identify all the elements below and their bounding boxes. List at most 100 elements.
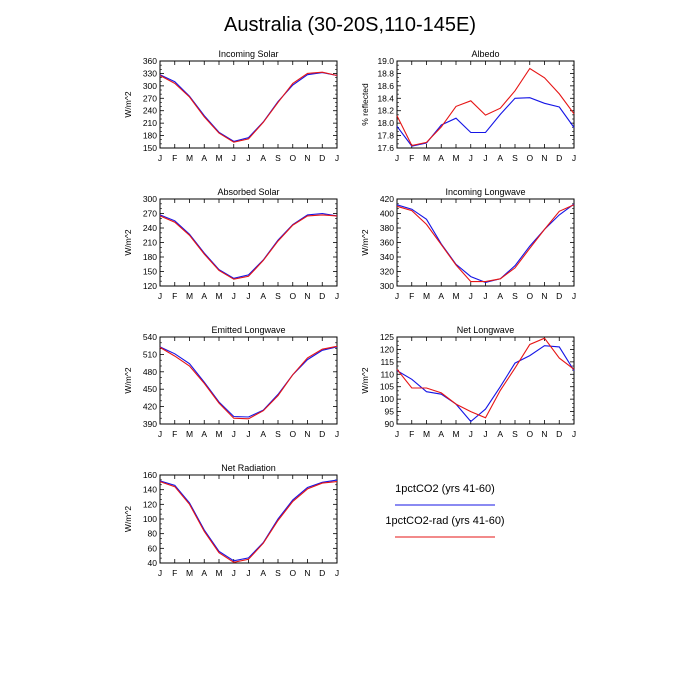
y-axis-label: W/m^2 <box>123 229 133 255</box>
x-tick-label: O <box>289 568 296 578</box>
series-line-1pctco2-yrs-41-60 <box>396 97 575 147</box>
y-tick-label: 19.0 <box>377 56 394 66</box>
x-tick-label: J <box>158 153 162 163</box>
x-tick-label: S <box>512 153 518 163</box>
series-line-1pctco2-yrs-41-60 <box>396 203 575 283</box>
x-tick-label: A <box>201 153 207 163</box>
y-tick-label: 120 <box>143 499 157 509</box>
x-tick-label: M <box>186 153 193 163</box>
series-line-1pctco2-yrs-41-60 <box>159 346 338 418</box>
series-line-1pctco2-rad-yrs-41-60 <box>159 345 338 420</box>
x-tick-label: M <box>452 291 459 301</box>
x-tick-label: A <box>260 429 266 439</box>
y-tick-label: 180 <box>143 131 157 141</box>
y-axis-label: % reflected <box>360 83 370 126</box>
plot-frame <box>396 336 575 425</box>
x-tick-label: D <box>319 429 325 439</box>
y-tick-label: 100 <box>143 514 157 524</box>
y-tick-label: 60 <box>148 543 158 553</box>
panel-title-net-longwave: Net Longwave <box>457 325 515 335</box>
x-tick-label: J <box>572 153 576 163</box>
y-tick-label: 100 <box>380 394 394 404</box>
y-tick-label: 480 <box>143 367 157 377</box>
y-tick-label: 360 <box>143 56 157 66</box>
y-tick-label: 540 <box>143 332 157 342</box>
x-tick-label: J <box>158 291 162 301</box>
figure-title: Australia (30-20S,110-145E) <box>224 14 476 36</box>
x-tick-label: A <box>260 568 266 578</box>
series-line-1pctco2-yrs-41-60 <box>159 212 338 279</box>
y-tick-label: 80 <box>148 529 158 539</box>
x-tick-label: D <box>556 429 562 439</box>
y-axis-label: W/m^2 <box>123 506 133 532</box>
panel-title-incoming-solar: Incoming Solar <box>218 49 278 59</box>
x-tick-label: N <box>541 429 547 439</box>
x-tick-label: N <box>304 153 310 163</box>
series-line-1pctco2-rad-yrs-41-60 <box>159 71 338 143</box>
x-tick-label: N <box>541 153 547 163</box>
series-line-1pctco2-rad-yrs-41-60 <box>159 481 338 563</box>
x-tick-label: J <box>335 291 339 301</box>
y-tick-label: 240 <box>143 106 157 116</box>
x-tick-label: J <box>395 429 399 439</box>
y-tick-label: 110 <box>380 369 394 379</box>
x-tick-label: S <box>512 291 518 301</box>
y-tick-label: 330 <box>143 68 157 78</box>
panel-title-emitted-longwave: Emitted Longwave <box>211 325 285 335</box>
x-tick-label: N <box>304 291 310 301</box>
y-tick-label: 140 <box>143 485 157 495</box>
x-tick-label: J <box>572 429 576 439</box>
x-tick-label: J <box>483 429 487 439</box>
x-tick-label: A <box>201 429 207 439</box>
x-tick-label: J <box>246 153 250 163</box>
y-axis-label: W/m^2 <box>123 91 133 117</box>
x-tick-label: J <box>335 429 339 439</box>
x-tick-label: J <box>483 153 487 163</box>
y-tick-label: 270 <box>143 209 157 219</box>
y-tick-label: 300 <box>143 81 157 91</box>
y-tick-label: 105 <box>380 382 394 392</box>
y-tick-label: 95 <box>385 407 395 417</box>
y-tick-label: 420 <box>143 402 157 412</box>
series-line-1pctco2-rad-yrs-41-60 <box>159 214 338 280</box>
y-tick-label: 18.0 <box>377 118 394 128</box>
x-tick-label: A <box>497 153 503 163</box>
y-tick-label: 150 <box>143 267 157 277</box>
x-tick-label: D <box>319 291 325 301</box>
y-tick-label: 300 <box>380 281 394 291</box>
x-tick-label: M <box>452 429 459 439</box>
x-tick-label: D <box>319 153 325 163</box>
y-tick-label: 90 <box>385 419 395 429</box>
x-tick-label: J <box>246 291 250 301</box>
x-tick-label: M <box>215 153 222 163</box>
series-line-1pctco2-rad-yrs-41-60 <box>396 67 575 147</box>
x-tick-label: J <box>232 568 236 578</box>
legend: 1pctCO2 (yrs 41-60) 1pctCO2-rad (yrs 41-… <box>385 483 505 538</box>
y-tick-label: 18.2 <box>377 106 394 116</box>
y-tick-label: 340 <box>380 252 394 262</box>
series-line-1pctco2-rad-yrs-41-60 <box>396 337 575 419</box>
x-tick-label: N <box>304 429 310 439</box>
panel-title-net-radiation: Net Radiation <box>221 463 276 473</box>
plot-frame <box>159 336 338 425</box>
y-tick-label: 18.8 <box>377 68 394 78</box>
x-tick-label: A <box>201 291 207 301</box>
plot-frame <box>396 198 575 287</box>
legend-label-1pctco2: 1pctCO2 (yrs 41-60) <box>395 483 495 495</box>
x-tick-label: N <box>304 568 310 578</box>
y-tick-label: 240 <box>143 223 157 233</box>
x-tick-label: F <box>409 291 414 301</box>
y-tick-label: 160 <box>143 470 157 480</box>
y-tick-label: 18.4 <box>377 93 394 103</box>
x-tick-label: F <box>172 291 177 301</box>
x-tick-label: M <box>215 568 222 578</box>
y-tick-label: 120 <box>380 344 394 354</box>
x-tick-label: S <box>512 429 518 439</box>
y-tick-label: 420 <box>380 194 394 204</box>
x-tick-label: S <box>275 568 281 578</box>
y-axis-label: W/m^2 <box>360 367 370 393</box>
x-tick-label: F <box>172 153 177 163</box>
